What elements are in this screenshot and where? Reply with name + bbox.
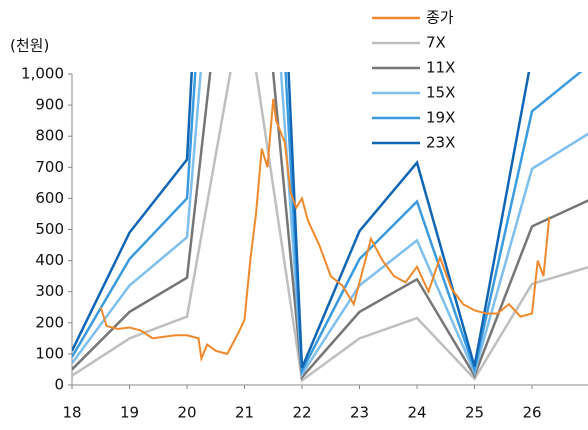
- x-tick-label: 22: [292, 404, 311, 422]
- band-line: [72, 72, 588, 381]
- y-tick-label: 1,000: [21, 65, 64, 83]
- legend-label: 15X: [426, 84, 455, 102]
- legend-label: 종가: [426, 9, 454, 27]
- x-tick-label: 25: [465, 404, 484, 422]
- band-line: [72, 72, 583, 376]
- y-tick-label: 200: [35, 313, 64, 331]
- x-tick-label: 21: [235, 404, 254, 422]
- y-tick-label: 400: [35, 251, 64, 269]
- x-tick-label: 24: [407, 404, 426, 422]
- legend-label: 19X: [426, 109, 455, 127]
- y-tick-label: 700: [35, 158, 64, 176]
- y-tick-label: 500: [35, 220, 64, 238]
- x-tick-label: 23: [350, 404, 369, 422]
- legend-label: 11X: [426, 59, 455, 77]
- unit-label: (천원): [10, 37, 49, 55]
- x-tick-label: 20: [177, 404, 196, 422]
- y-tick-label: 900: [35, 96, 64, 114]
- y-tick-label: 600: [35, 189, 64, 207]
- legend-label: 7X: [426, 34, 446, 52]
- y-tick-label: 100: [35, 344, 64, 362]
- x-tick-label: 26: [522, 404, 541, 422]
- plot-area: [72, 72, 588, 383]
- y-tick-label: 800: [35, 127, 64, 145]
- legend-label: 23X: [426, 134, 455, 152]
- band-line: [72, 72, 588, 378]
- x-tick-label: 19: [120, 404, 139, 422]
- y-tick-label: 300: [35, 282, 64, 300]
- x-tick-label: 18: [62, 404, 81, 422]
- price-line: [99, 98, 551, 363]
- band-line: [72, 72, 588, 383]
- y-tick-label: 0: [54, 376, 64, 394]
- band-line: [72, 72, 531, 369]
